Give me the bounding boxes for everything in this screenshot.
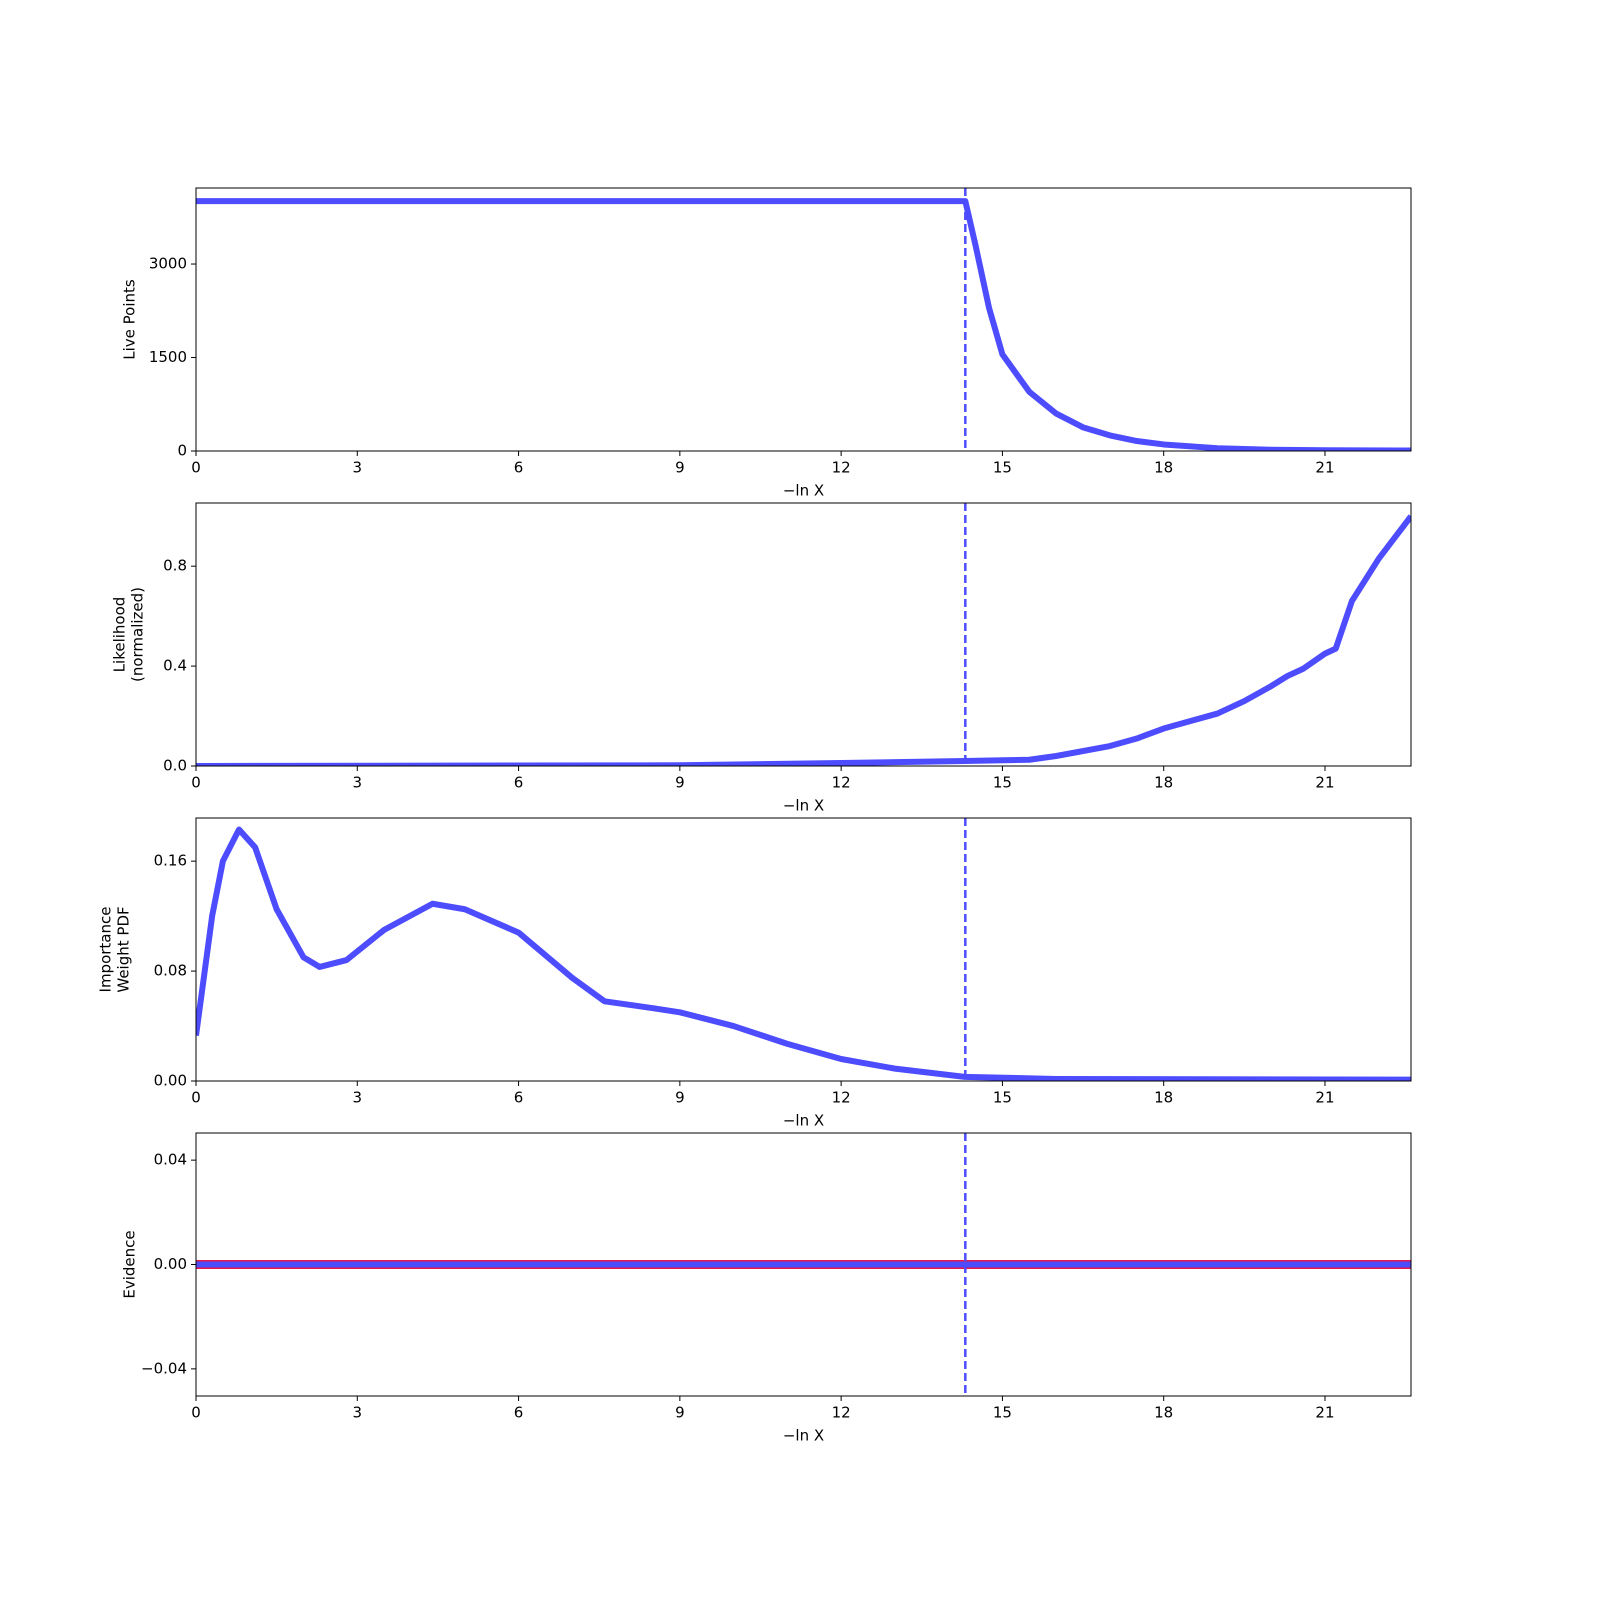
x-tick-label: 15 <box>993 459 1012 477</box>
y-axis-label: (normalized) <box>129 587 147 682</box>
x-tick-label: 18 <box>1154 459 1173 477</box>
y-tick-label: −0.04 <box>141 1359 187 1377</box>
y-tick-label: 0.00 <box>154 1255 187 1273</box>
axes-frame <box>195 187 1412 452</box>
y-tick-label: 0 <box>177 442 187 460</box>
x-tick-label: 18 <box>1154 774 1173 792</box>
axes-frame <box>195 502 1412 767</box>
x-tick-label: 12 <box>832 1089 851 1107</box>
y-axis-label: Weight PDF <box>115 906 133 992</box>
y-axis-label: Evidence <box>121 1230 139 1298</box>
x-tick-label: 15 <box>993 774 1012 792</box>
y-axis-label: Live Points <box>121 279 139 360</box>
x-tick-label: 12 <box>832 774 851 792</box>
x-tick-label: 12 <box>832 459 851 477</box>
x-tick-label: 21 <box>1315 1089 1334 1107</box>
x-tick-label: 15 <box>993 1089 1012 1107</box>
y-tick-label: 0.8 <box>163 557 187 575</box>
x-tick-label: 6 <box>514 459 524 477</box>
x-tick-label: 3 <box>353 1404 363 1422</box>
x-tick-label: 18 <box>1154 1089 1173 1107</box>
x-tick-label: 9 <box>675 459 685 477</box>
data-line <box>196 826 1411 1081</box>
y-tick-label: 0.00 <box>154 1072 187 1090</box>
x-tick-label: 6 <box>514 774 524 792</box>
data-line <box>196 198 1411 451</box>
x-tick-label: 0 <box>191 774 201 792</box>
x-tick-label: 6 <box>514 1404 524 1422</box>
x-tick-label: 21 <box>1315 774 1334 792</box>
axes-frame <box>195 817 1412 1082</box>
x-axis-label: −ln X <box>783 1427 824 1445</box>
x-axis-label: −ln X <box>783 482 824 500</box>
y-tick-label: 0.0 <box>163 757 187 775</box>
y-tick-label: 1500 <box>149 348 187 366</box>
x-tick-label: 3 <box>353 1089 363 1107</box>
x-tick-label: 9 <box>675 774 685 792</box>
x-tick-label: 3 <box>353 459 363 477</box>
y-tick-label: 0.04 <box>154 1151 187 1169</box>
y-axis-label: Importance <box>97 907 115 993</box>
x-tick-label: 0 <box>191 459 201 477</box>
x-axis-label: −ln X <box>783 1112 824 1130</box>
x-tick-label: 12 <box>832 1404 851 1422</box>
x-tick-label: 21 <box>1315 459 1334 477</box>
x-tick-label: 21 <box>1315 1404 1334 1422</box>
y-axis-label: Likelihood <box>111 597 129 673</box>
y-tick-label: 0.16 <box>154 852 187 870</box>
x-tick-label: 6 <box>514 1089 524 1107</box>
y-tick-label: 0.08 <box>154 962 187 980</box>
x-tick-label: 3 <box>353 774 363 792</box>
x-tick-label: 0 <box>191 1089 201 1107</box>
x-tick-label: 15 <box>993 1404 1012 1422</box>
x-tick-label: 18 <box>1154 1404 1173 1422</box>
x-tick-label: 9 <box>675 1089 685 1107</box>
x-axis-label: −ln X <box>783 797 824 815</box>
x-tick-label: 0 <box>191 1404 201 1422</box>
data-line <box>196 514 1411 766</box>
y-tick-label: 3000 <box>149 255 187 273</box>
x-tick-label: 9 <box>675 1404 685 1422</box>
y-tick-label: 0.4 <box>163 657 187 675</box>
